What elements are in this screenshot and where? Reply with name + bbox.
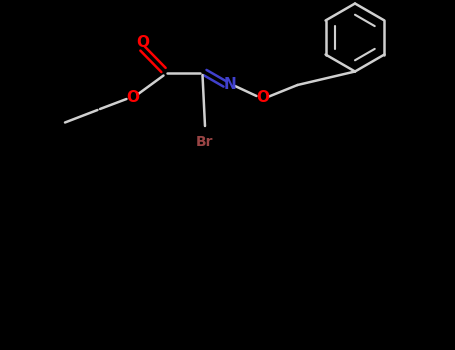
Text: O: O xyxy=(256,90,269,105)
Text: O: O xyxy=(126,90,139,105)
Text: Br: Br xyxy=(196,135,214,149)
Text: N: N xyxy=(223,77,237,91)
Text: O: O xyxy=(136,35,149,50)
